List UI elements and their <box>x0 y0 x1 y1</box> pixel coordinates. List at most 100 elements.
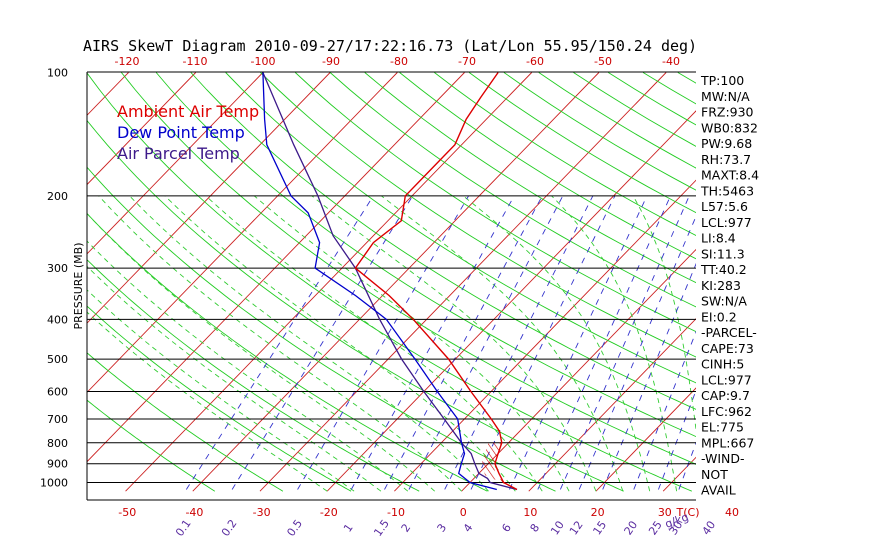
isotherm-line <box>259 72 667 492</box>
mixing-ratio-label: 0.2 <box>219 517 240 539</box>
top-temp-label: -80 <box>390 55 408 68</box>
mixing-ratio-line <box>231 195 414 490</box>
cape-area <box>481 442 517 490</box>
bottom-temp-label: -30 <box>253 506 271 519</box>
isotherm-line <box>87 72 465 463</box>
isotherm-line <box>87 72 129 116</box>
mixing-ratio-label: 15 <box>590 519 609 538</box>
mixing-ratio-line <box>444 195 594 490</box>
index-value: EI:0.2 <box>701 309 737 324</box>
index-value: MPL:667 <box>701 435 754 450</box>
pressure-lines <box>87 195 696 483</box>
pressure-tick-label: 900 <box>47 458 68 471</box>
mixing-ratio-line <box>559 195 690 490</box>
dry-adiabat-line <box>87 352 284 492</box>
index-value: KI:283 <box>701 278 741 293</box>
legend-entry: Dew Point Temp <box>117 123 245 142</box>
top-temp-label: -50 <box>594 55 612 68</box>
moist-adiabat-line <box>205 195 543 492</box>
mixing-ratio-label: 8 <box>528 521 543 534</box>
pressure-tick-label: 200 <box>47 190 68 203</box>
index-value: MW:N/A <box>701 89 750 104</box>
index-value: MAXT:8.4 <box>701 168 759 183</box>
dry-adiabat-line <box>399 72 696 260</box>
mixing-ratio-label: 6 <box>499 521 514 534</box>
mixing-ratio-line <box>578 215 696 490</box>
mixing-ratio-label: 1.5 <box>371 517 392 539</box>
index-value: L57:5.6 <box>701 199 748 214</box>
legend-entry: Ambient Air Temp <box>117 102 259 121</box>
profile-lines <box>262 72 518 491</box>
dry-adiabat-line <box>87 305 352 492</box>
bottom-temp-label: 40 <box>725 506 739 519</box>
moist-adiabat-line <box>254 195 570 492</box>
dry-adiabat-line <box>294 72 696 333</box>
pressure-tick-label: 1000 <box>40 477 68 490</box>
isotherm-line <box>125 72 533 492</box>
pressure-tick-label: 600 <box>47 386 68 399</box>
moist-adiabat-line <box>87 212 436 492</box>
cape-hatch <box>481 442 517 490</box>
bottom-temp-label: -40 <box>185 506 203 519</box>
ambient-temp-line <box>354 72 518 491</box>
dry-adiabat-line <box>190 72 696 410</box>
bottom-temp-label: 30 <box>658 506 672 519</box>
index-value: PW:9.68 <box>701 136 752 151</box>
dry-adiabat-line <box>87 259 420 492</box>
bottom-temp-label: -20 <box>320 506 338 519</box>
isotherm-line <box>87 72 197 186</box>
dry-adiabat-line <box>225 72 696 384</box>
mixing-ratio-line <box>658 389 696 490</box>
pressure-tick-label: 800 <box>47 437 68 450</box>
dry-adiabat-line <box>364 72 696 284</box>
bottom-temp-label: 0 <box>460 506 467 519</box>
top-temp-label: -70 <box>458 55 476 68</box>
index-value: TT:40.2 <box>700 262 747 277</box>
isotherm-line <box>595 387 696 492</box>
isotherm-line <box>528 318 696 492</box>
moist-adiabat-line <box>632 195 696 434</box>
index-value: LI:8.4 <box>701 231 736 246</box>
temp-units-label: T(C) <box>676 506 700 519</box>
bottom-temp-label: -50 <box>118 506 136 519</box>
pressure-tick-label: 100 <box>47 67 68 80</box>
index-value: FRZ:930 <box>701 105 754 120</box>
mixing-ratio-line <box>509 195 648 490</box>
index-value: AVAIL <box>701 483 736 498</box>
bottom-temp-label: 20 <box>591 506 605 519</box>
dry-adiabat-line <box>155 72 696 438</box>
legend: Ambient Air Temp Dew Point Temp Air Parcel… <box>117 102 259 163</box>
parcel-temp-line <box>262 72 518 491</box>
mixing-ratio-line <box>350 195 515 490</box>
dry-adiabat-line <box>87 399 216 492</box>
mixing-ratio-label: 4 <box>461 521 476 534</box>
dry-adiabat-line <box>748 73 870 492</box>
isotherm-line <box>0 73 61 492</box>
index-value: SI:11.3 <box>701 246 745 261</box>
mixing-ratio-label: 12 <box>567 519 586 538</box>
moist-adiabat-line <box>98 195 462 492</box>
index-value: TP:100 <box>700 73 744 88</box>
index-value: LCL:977 <box>701 215 752 230</box>
index-value: EL:775 <box>701 420 744 435</box>
background-lines <box>0 72 870 492</box>
mixing-ratio-label: 40 <box>700 519 719 538</box>
index-value: RH:73.7 <box>701 152 751 167</box>
index-value: NOT <box>701 467 728 482</box>
mixing-ratio-label: 2 <box>399 521 414 534</box>
isotherm-line <box>87 72 331 324</box>
mixing-ratio-label: 3 <box>435 521 450 534</box>
legend-entry: Air Parcel Temp <box>117 144 240 163</box>
index-value: CAPE:73 <box>701 341 754 356</box>
dry-adiabat-line <box>260 72 696 358</box>
isotherm-line <box>192 72 600 492</box>
index-value: -WIND- <box>701 451 745 466</box>
moist-adiabat-line <box>129 195 489 492</box>
moist-adiabat-line <box>551 195 678 492</box>
index-value: LCL:977 <box>701 372 752 387</box>
moist-adiabat-line <box>87 265 382 492</box>
mixing-ratio-line <box>408 195 564 490</box>
top-temp-label: -90 <box>322 55 340 68</box>
dry-adiabat-line <box>87 166 556 492</box>
